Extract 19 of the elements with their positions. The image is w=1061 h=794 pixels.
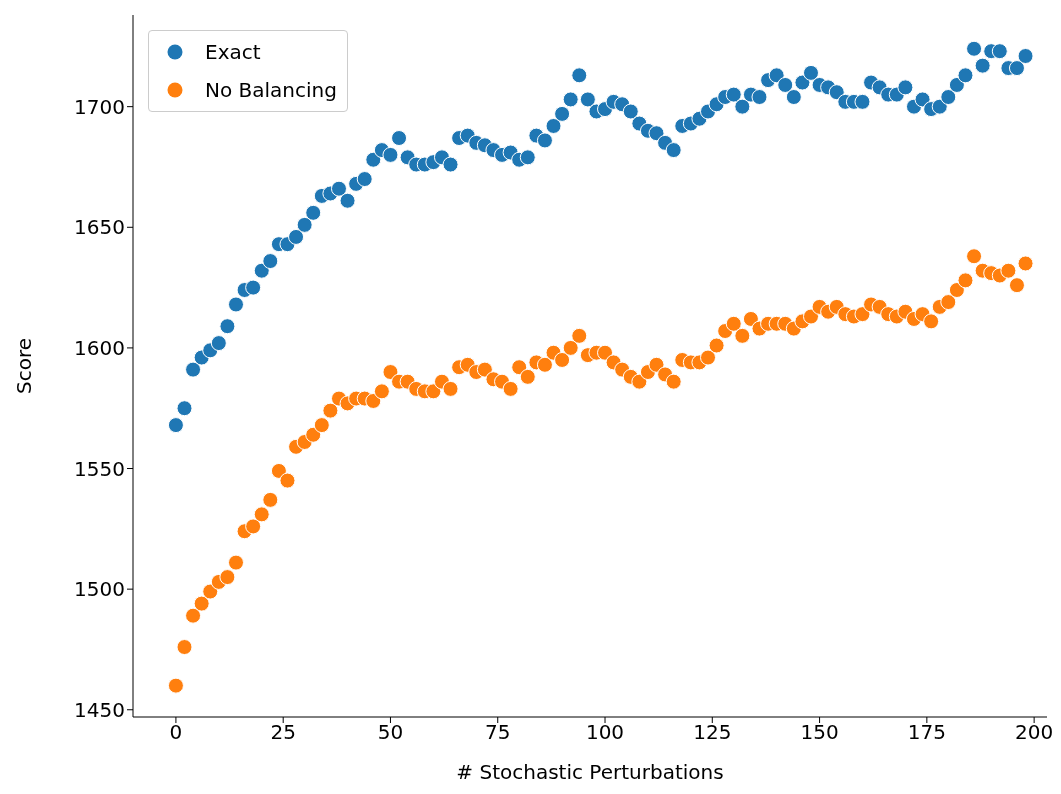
y-axis-title: Score bbox=[12, 337, 37, 395]
x-tick-label: 150 bbox=[800, 720, 839, 745]
x-tick-label: 25 bbox=[270, 720, 296, 745]
x-tick-label: 75 bbox=[485, 720, 511, 745]
y-tick-label: 1600 bbox=[74, 336, 125, 361]
y-tick-label: 1650 bbox=[74, 215, 125, 240]
y-tick-label: 1450 bbox=[74, 697, 125, 722]
legend-label: Exact bbox=[205, 40, 261, 64]
legend-label: No Balancing bbox=[205, 78, 337, 102]
y-tick-label: 1550 bbox=[74, 456, 125, 481]
x-tick-label: 200 bbox=[1015, 720, 1054, 745]
x-axis-title: # Stochastic Perturbations bbox=[456, 760, 724, 784]
x-tick-label: 100 bbox=[585, 720, 625, 745]
x-tick-label: 0 bbox=[169, 720, 183, 745]
y-tick-label: 1700 bbox=[74, 94, 125, 119]
x-tick-label: 175 bbox=[907, 720, 946, 745]
x-tick-label: 125 bbox=[693, 720, 732, 745]
x-tick-label: 50 bbox=[377, 720, 404, 745]
y-tick-label: 1500 bbox=[74, 577, 125, 602]
